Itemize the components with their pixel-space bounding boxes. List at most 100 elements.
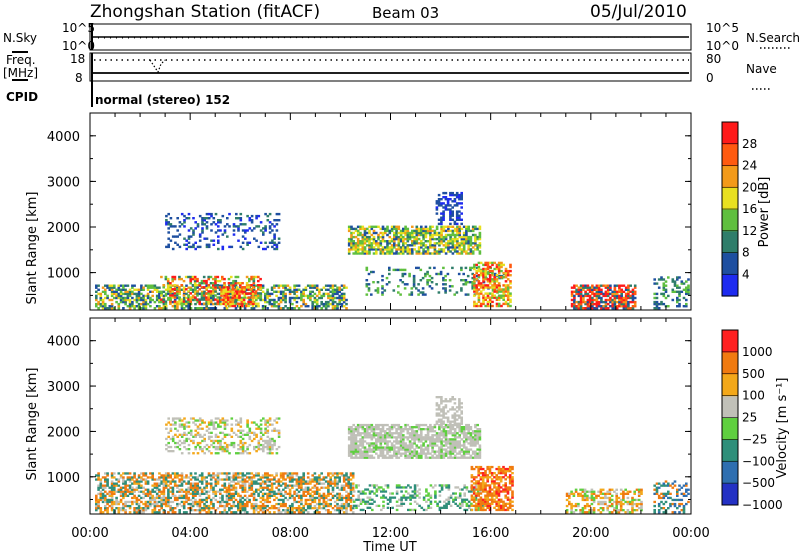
data-cell xyxy=(384,423,387,427)
data-cell xyxy=(361,227,365,231)
data-cell xyxy=(324,300,328,304)
data-cell xyxy=(381,250,385,253)
data-cell xyxy=(248,437,252,441)
data-cell xyxy=(354,227,358,231)
data-cell xyxy=(408,252,412,255)
data-cell xyxy=(189,431,193,434)
data-cell xyxy=(347,494,350,497)
data-cell xyxy=(577,294,581,298)
data-cell xyxy=(437,272,441,276)
data-cell xyxy=(340,302,344,306)
data-cell xyxy=(216,478,220,481)
data-cell xyxy=(453,246,457,249)
data-cell xyxy=(133,511,136,514)
data-cell xyxy=(609,305,612,308)
data-cell xyxy=(182,476,186,479)
data-cell xyxy=(502,276,505,279)
data-cell xyxy=(246,214,249,218)
data-cell xyxy=(491,280,494,283)
data-cell xyxy=(185,494,188,497)
data-cell xyxy=(169,445,173,449)
data-cell xyxy=(464,266,468,270)
data-cell xyxy=(277,509,281,512)
data-cell xyxy=(261,284,265,287)
data-cell xyxy=(609,298,612,302)
data-cell xyxy=(682,296,686,300)
data-cell xyxy=(347,430,351,433)
data-cell xyxy=(404,233,407,237)
data-cell xyxy=(275,294,278,298)
beam-title: Beam 03 xyxy=(372,4,439,22)
data-cell xyxy=(162,492,166,495)
data-cell xyxy=(384,442,387,445)
data-cell xyxy=(413,237,416,241)
data-cell xyxy=(261,476,265,479)
data-cell xyxy=(126,472,130,475)
data-cell xyxy=(415,240,419,243)
data-cell xyxy=(203,492,206,495)
data-cell xyxy=(175,292,179,295)
data-cell xyxy=(653,307,656,310)
data-cell xyxy=(579,294,583,298)
data-cell xyxy=(486,280,490,283)
data-cell xyxy=(349,492,353,495)
data-cell xyxy=(266,431,270,434)
data-cell xyxy=(243,502,247,506)
data-cell xyxy=(131,502,134,506)
data-cell xyxy=(131,290,134,293)
data-cell xyxy=(331,286,335,289)
data-cell xyxy=(611,307,614,310)
data-cell xyxy=(327,492,330,495)
data-cell xyxy=(248,478,251,481)
data-cell xyxy=(449,237,452,241)
data-cell xyxy=(119,488,123,491)
data-cell xyxy=(171,488,175,491)
data-cell xyxy=(191,492,195,495)
data-cell xyxy=(506,284,510,287)
data-cell xyxy=(359,242,362,245)
data-cell xyxy=(275,300,278,304)
data-cell xyxy=(169,282,172,285)
data-cell xyxy=(440,237,443,241)
data-cell xyxy=(252,482,256,485)
data-cell xyxy=(453,248,457,251)
data-cell xyxy=(372,248,376,251)
data-cell xyxy=(615,305,619,308)
data-cell xyxy=(239,282,242,285)
data-cell xyxy=(224,300,228,304)
data-cell xyxy=(673,284,677,287)
data-cell xyxy=(331,296,335,300)
data-cell xyxy=(455,222,459,226)
data-cell xyxy=(284,288,287,291)
data-cell xyxy=(205,302,208,305)
data-cell xyxy=(356,248,360,251)
data-cell xyxy=(222,288,226,291)
data-cell xyxy=(178,448,182,451)
data-cell xyxy=(133,490,136,493)
data-cell xyxy=(235,419,238,422)
data-cell xyxy=(191,496,195,500)
data-cell xyxy=(282,290,285,293)
data-cell xyxy=(176,217,179,220)
data-cell xyxy=(435,227,439,231)
data-cell xyxy=(124,488,127,491)
data-cell xyxy=(604,302,608,306)
data-cell xyxy=(194,302,197,306)
data-cell xyxy=(173,292,177,295)
data-cell xyxy=(268,221,272,224)
data-cell xyxy=(397,242,401,245)
data-cell xyxy=(217,247,220,251)
data-cell xyxy=(322,507,326,510)
data-cell xyxy=(140,507,143,510)
data-cell xyxy=(119,296,123,300)
data-cell xyxy=(128,486,132,489)
data-cell xyxy=(275,284,278,287)
data-cell xyxy=(166,290,170,293)
data-cell xyxy=(593,292,596,296)
data-cell xyxy=(350,442,353,445)
data-cell xyxy=(246,476,249,479)
data-cell xyxy=(183,439,186,443)
data-cell xyxy=(205,425,209,428)
data-cell xyxy=(203,486,206,489)
data-cell xyxy=(241,496,245,500)
